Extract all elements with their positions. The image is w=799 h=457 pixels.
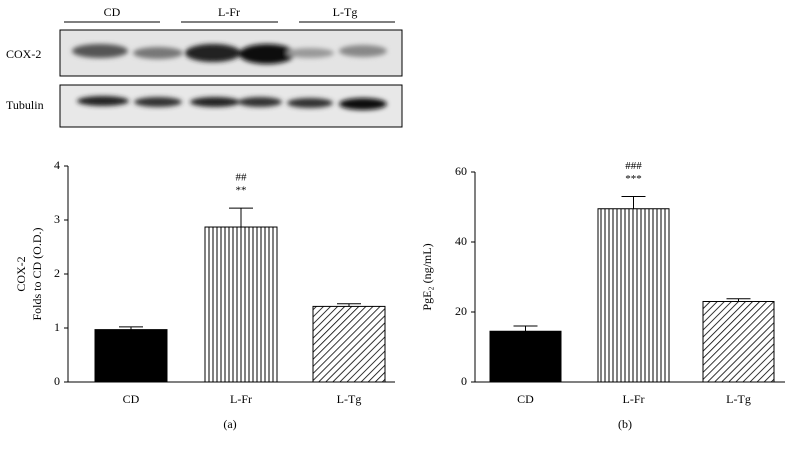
y-axis-label: Folds to CD (O.D.) [30, 227, 44, 320]
x-tick-label: L-Tg [726, 392, 751, 406]
y-tick-label: 60 [455, 164, 467, 178]
y-tick-label: 40 [455, 234, 467, 248]
error-bar [726, 298, 751, 302]
bands [72, 44, 387, 110]
x-tick-label: L-Tg [337, 392, 362, 406]
x-tick-label: L-Fr [623, 392, 645, 406]
blot-group: L-Tg [333, 5, 358, 19]
y-tick-label: 3 [54, 212, 60, 226]
significance-label: ## [236, 172, 248, 184]
y-axis-label: COX-2 [14, 256, 28, 291]
error-bar [337, 303, 361, 307]
blot-row: Tubulin [6, 98, 44, 112]
blot: CD L-Fr L-Tg COX-2 Tubulin [6, 5, 403, 128]
bar [94, 329, 168, 383]
blot-group: L-Fr [218, 5, 240, 19]
error-bar [621, 196, 646, 209]
y-tick-label: 20 [455, 304, 467, 318]
error-bar [229, 207, 253, 228]
y-tick-label: 0 [461, 374, 467, 388]
error-bar [119, 326, 143, 330]
y-tick-label: 2 [54, 266, 60, 280]
significance-label: ** [236, 185, 247, 197]
blot-group: CD [104, 5, 121, 19]
panel-label: (a) [223, 417, 236, 431]
significance-label: *** [625, 173, 642, 185]
y-tick-label: 0 [54, 374, 60, 388]
bar [489, 330, 562, 383]
bar [204, 226, 278, 383]
significance-label: ### [625, 160, 642, 172]
x-tick-label: L-Fr [230, 392, 252, 406]
y-tick-label: 4 [54, 158, 60, 172]
bar [702, 301, 775, 383]
y-axis-label: PgE₂ (ng/mL) [420, 243, 434, 310]
bar [312, 305, 386, 383]
x-tick-label: CD [123, 392, 140, 406]
y-tick-label: 1 [54, 320, 60, 334]
blot-row: COX-2 [6, 47, 41, 61]
panel-label: (b) [618, 417, 632, 431]
error-bar [513, 325, 538, 332]
x-tick-label: CD [517, 392, 534, 406]
bar [597, 208, 670, 383]
